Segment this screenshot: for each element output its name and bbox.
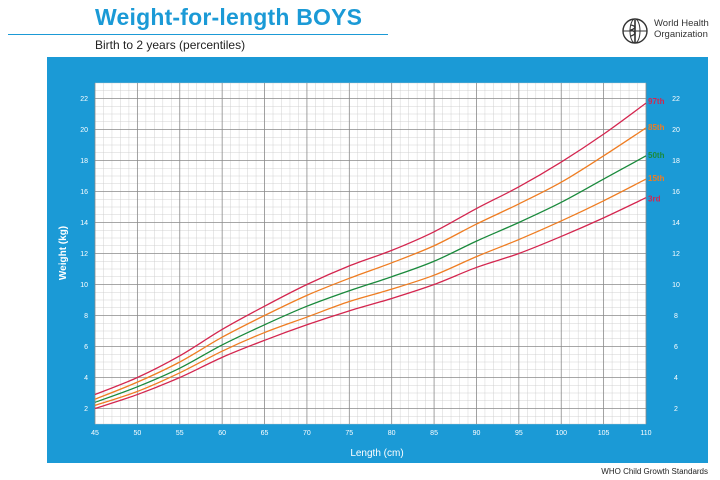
chart-panel: 45 50 55 60 65 70 75 80 85 90 95 100 105 110 2 4 6 8 10 12… — [47, 57, 708, 463]
y-tick-label-right: 14 — [672, 220, 680, 227]
logo-text-line1: World Health — [654, 18, 709, 29]
curve-85th — [94, 127, 647, 400]
y-tick-label-left: 12 — [80, 251, 88, 258]
footer-credit: WHO Child Growth Standards — [601, 467, 708, 476]
title-divider — [8, 34, 388, 35]
y-axis-label: Weight (kg) — [58, 226, 69, 280]
chart-title: Weight-for-length BOYS — [95, 4, 363, 30]
y-tick-label-right: 2 — [674, 406, 678, 413]
logo-text-line2: Organization — [654, 29, 708, 40]
x-tick-label: 60 — [218, 430, 226, 437]
curve-50th — [94, 155, 647, 403]
y-tick-label-left: 16 — [80, 189, 88, 196]
x-tick-label: 100 — [555, 430, 567, 437]
x-tick-label: 45 — [91, 430, 99, 437]
x-tick-label: 55 — [176, 430, 184, 437]
y-tick-label-right: 10 — [672, 282, 680, 289]
y-tick-label-left: 10 — [80, 282, 88, 289]
y-tick-label-right: 6 — [674, 344, 678, 351]
who-emblem-icon — [622, 18, 648, 44]
y-tick-label-right: 18 — [672, 158, 680, 165]
y-tick-label-right: 22 — [672, 96, 680, 103]
y-tick-label-left: 4 — [84, 375, 88, 382]
series-label-15th: 15th — [648, 174, 665, 183]
curve-3rd — [94, 197, 647, 410]
series-label-97th: 97th — [648, 97, 665, 106]
y-tick-label-right: 8 — [674, 313, 678, 320]
y-tick-label-right: 4 — [674, 375, 678, 382]
y-tick-label-left: 6 — [84, 344, 88, 351]
x-tick-label: 50 — [133, 430, 141, 437]
y-tick-label-right: 16 — [672, 189, 680, 196]
y-tick-label-right: 12 — [672, 251, 680, 258]
y-tick-label-left: 20 — [80, 127, 88, 134]
series-label-85th: 85th — [648, 123, 665, 132]
growth-chart: 45 50 55 60 65 70 75 80 85 90 95 100 105 110 2 4 6 8 10 12… — [58, 82, 680, 459]
chart-subtitle: Birth to 2 years (percentiles) — [95, 38, 246, 52]
x-tick-label: 95 — [515, 430, 523, 437]
y-tick-label-left: 14 — [80, 220, 88, 227]
x-tick-label: 80 — [388, 430, 396, 437]
y-tick-label-left: 18 — [80, 158, 88, 165]
curve-15th — [94, 178, 647, 407]
y-tick-label-left: 22 — [80, 96, 88, 103]
x-tick-label: 75 — [345, 430, 353, 437]
series-label-50th: 50th — [648, 151, 665, 160]
y-tick-label-left: 8 — [84, 313, 88, 320]
x-tick-label: 65 — [261, 430, 269, 437]
x-axis-label: Length (cm) — [350, 448, 403, 459]
x-tick-label: 90 — [473, 430, 481, 437]
who-logo: World Health Organization — [620, 16, 710, 46]
x-tick-label: 70 — [303, 430, 311, 437]
curve-97th — [94, 102, 647, 396]
y-tick-label-right: 20 — [672, 127, 680, 134]
y-tick-label-left: 2 — [84, 406, 88, 413]
x-tick-label: 110 — [640, 430, 651, 437]
series-label-3rd: 3rd — [648, 195, 661, 204]
x-tick-label: 105 — [598, 430, 610, 437]
x-tick-label: 85 — [430, 430, 438, 437]
